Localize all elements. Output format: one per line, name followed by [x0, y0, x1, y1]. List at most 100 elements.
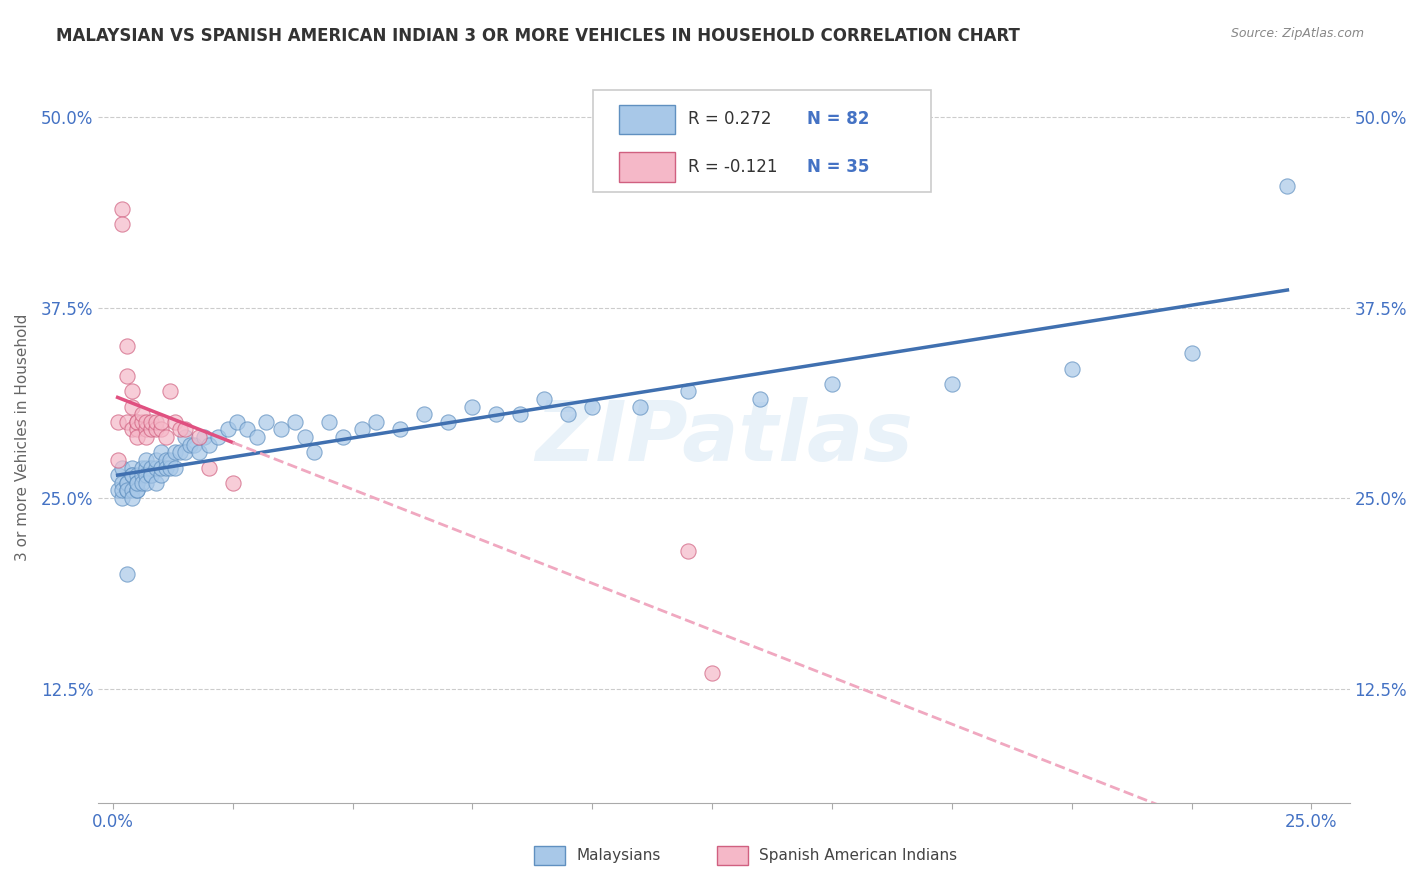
Point	[581, 400, 603, 414]
Y-axis label: 3 or more Vehicles in Household: 3 or more Vehicles in Household	[15, 313, 30, 561]
Text: R = 0.272: R = 0.272	[688, 111, 772, 128]
Point	[135, 453, 157, 467]
Point	[366, 415, 388, 429]
Point	[389, 422, 412, 436]
Point	[107, 415, 129, 429]
Point	[676, 384, 699, 399]
Point	[236, 422, 259, 436]
Text: Malaysians: Malaysians	[576, 848, 661, 863]
Point	[131, 415, 153, 429]
Point	[193, 430, 215, 444]
Point	[159, 453, 181, 467]
Point	[145, 453, 167, 467]
Point	[145, 475, 167, 490]
Point	[121, 400, 143, 414]
Point	[125, 415, 148, 429]
Point	[509, 407, 531, 421]
Point	[115, 339, 138, 353]
Point	[749, 392, 772, 406]
Point	[135, 468, 157, 483]
Point	[121, 483, 143, 498]
Point	[821, 376, 844, 391]
Point	[135, 422, 157, 436]
Point	[111, 460, 134, 475]
Point	[221, 475, 243, 490]
Point	[302, 445, 325, 459]
Point	[115, 369, 138, 384]
Point	[533, 392, 555, 406]
Point	[115, 567, 138, 582]
Point	[111, 491, 134, 505]
Point	[125, 475, 148, 490]
Point	[155, 460, 177, 475]
Point	[107, 453, 129, 467]
Point	[111, 202, 134, 216]
Point	[169, 445, 191, 459]
FancyBboxPatch shape	[619, 153, 675, 182]
Point	[111, 483, 134, 498]
Point	[141, 468, 163, 483]
Text: N = 82: N = 82	[807, 111, 869, 128]
Text: R = -0.121: R = -0.121	[688, 158, 778, 176]
Point	[159, 384, 181, 399]
Point	[131, 475, 153, 490]
Point	[145, 460, 167, 475]
Text: Spanish American Indians: Spanish American Indians	[759, 848, 957, 863]
Point	[676, 544, 699, 558]
Point	[700, 666, 723, 681]
Point	[254, 415, 277, 429]
Point	[149, 422, 172, 436]
Text: MALAYSIAN VS SPANISH AMERICAN INDIAN 3 OR MORE VEHICLES IN HOUSEHOLD CORRELATION: MALAYSIAN VS SPANISH AMERICAN INDIAN 3 O…	[56, 27, 1021, 45]
Point	[141, 422, 163, 436]
Text: Source: ZipAtlas.com: Source: ZipAtlas.com	[1230, 27, 1364, 40]
Point	[188, 430, 211, 444]
Point	[485, 407, 508, 421]
Point	[121, 422, 143, 436]
Point	[149, 415, 172, 429]
Point	[121, 491, 143, 505]
Point	[145, 415, 167, 429]
Point	[149, 468, 172, 483]
Point	[188, 445, 211, 459]
Point	[169, 422, 191, 436]
Point	[1277, 178, 1299, 193]
Point	[173, 445, 195, 459]
Point	[165, 415, 187, 429]
Point	[557, 407, 579, 421]
Point	[226, 415, 249, 429]
Point	[125, 475, 148, 490]
Point	[111, 475, 134, 490]
Point	[284, 415, 307, 429]
Point	[125, 422, 148, 436]
Point	[141, 415, 163, 429]
Point	[173, 430, 195, 444]
Point	[1060, 361, 1083, 376]
Point	[179, 438, 201, 452]
Point	[125, 468, 148, 483]
Point	[183, 438, 205, 452]
Point	[155, 430, 177, 444]
Point	[437, 415, 460, 429]
Point	[141, 468, 163, 483]
Point	[197, 438, 219, 452]
Point	[115, 483, 138, 498]
Point	[131, 468, 153, 483]
Point	[165, 445, 187, 459]
Point	[131, 460, 153, 475]
Point	[115, 415, 138, 429]
Point	[149, 445, 172, 459]
Point	[131, 407, 153, 421]
Point	[270, 422, 292, 436]
Point	[135, 415, 157, 429]
Point	[197, 460, 219, 475]
Point	[121, 468, 143, 483]
Point	[246, 430, 269, 444]
Point	[115, 475, 138, 490]
Point	[135, 460, 157, 475]
Point	[125, 483, 148, 498]
Point	[135, 430, 157, 444]
Point	[173, 422, 195, 436]
Point	[107, 468, 129, 483]
Text: N = 35: N = 35	[807, 158, 869, 176]
Point	[115, 483, 138, 498]
